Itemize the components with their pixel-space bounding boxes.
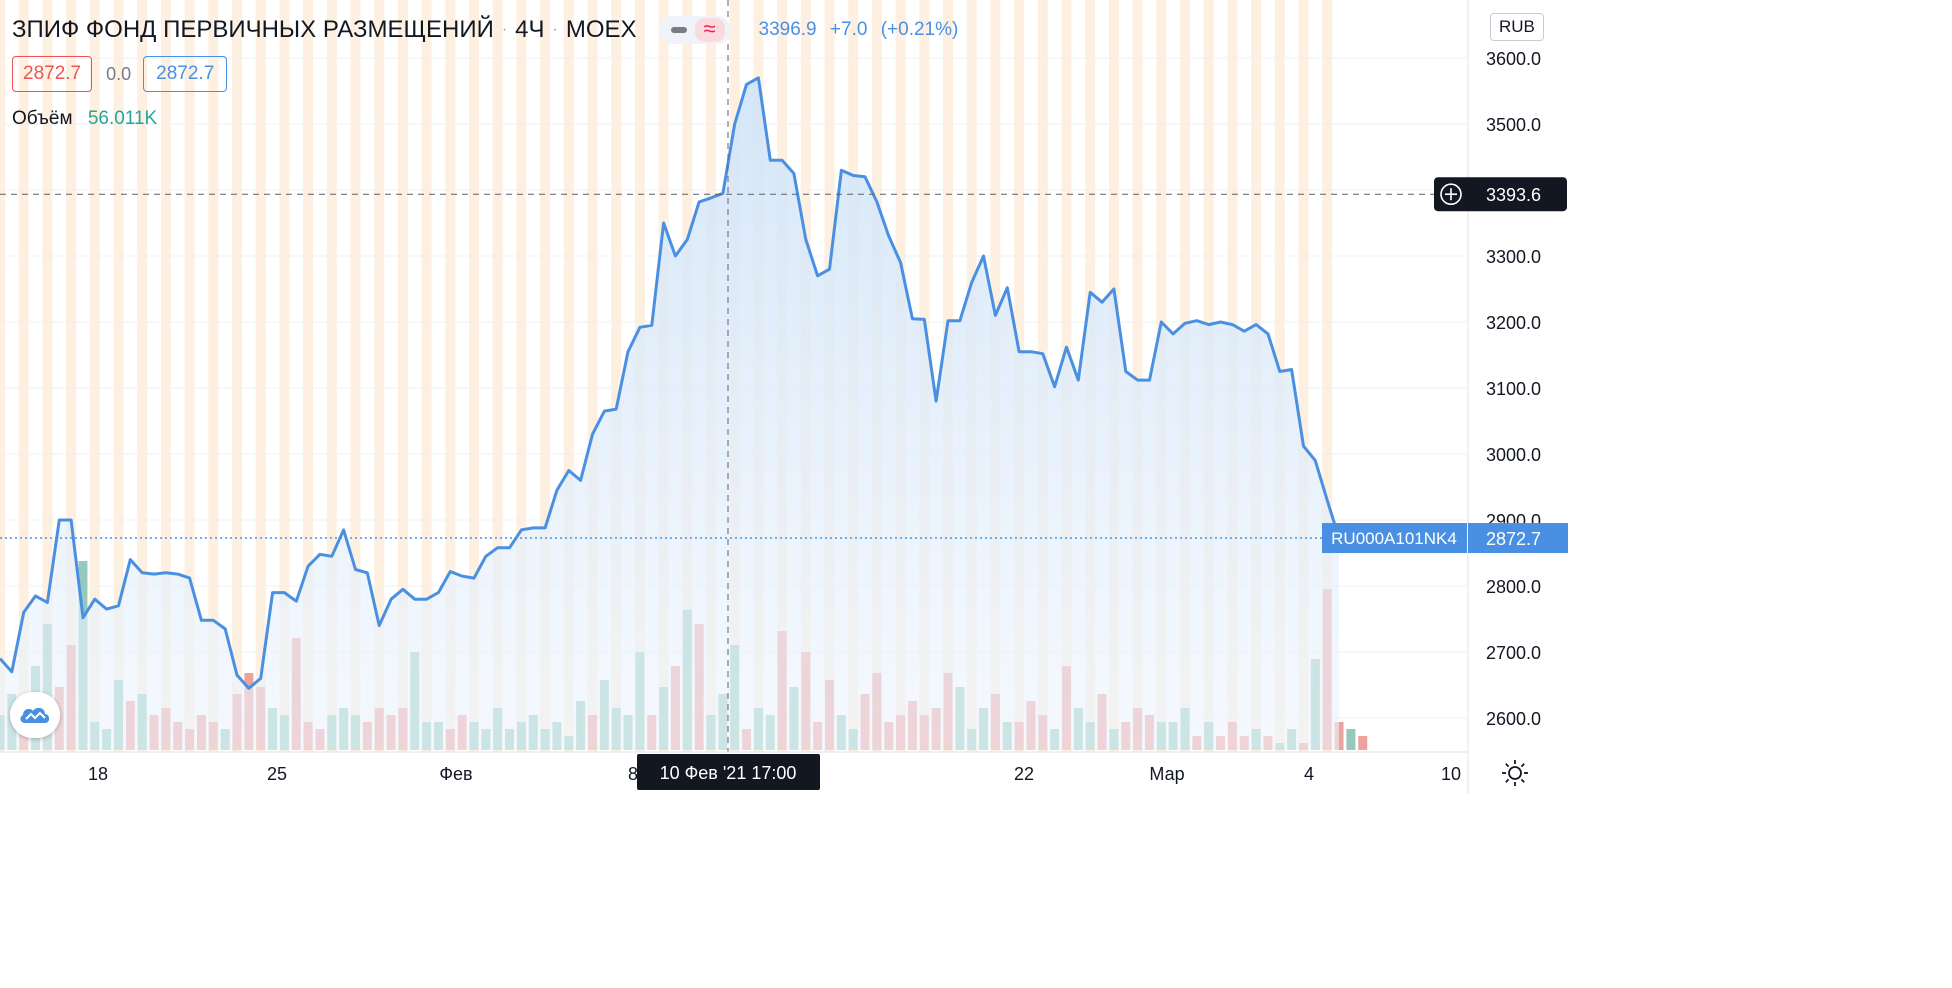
session-band: [137, 0, 148, 752]
session-band: [1298, 0, 1309, 752]
last-price-label: 2872.7: [1486, 529, 1541, 549]
separator: ·: [552, 21, 558, 38]
crosshair: [0, 0, 1468, 752]
volume-value: 56.011K: [87, 108, 158, 129]
session-band: [350, 0, 361, 752]
price-area-fill: [0, 77, 1339, 751]
session-band: [303, 0, 314, 752]
price-scale-bg: [1468, 0, 1568, 794]
session-band: [208, 0, 219, 752]
session-band: [540, 0, 551, 752]
volume-bar: [1334, 722, 1344, 750]
session-band: [279, 0, 290, 752]
gear-icon[interactable]: [1500, 758, 1530, 788]
volume-bar: [1346, 729, 1356, 750]
chart-area[interactable]: 2600.02700.02800.02900.03000.03100.03200…: [0, 0, 1568, 794]
price-box-blue[interactable]: 2872.7: [143, 56, 228, 92]
session-band: [445, 0, 456, 752]
x-tick-label: 8: [628, 764, 638, 784]
y-tick-label: 2800.0: [1486, 577, 1541, 597]
session-band: [1322, 0, 1333, 752]
exchange-label: MOEX: [565, 16, 637, 43]
symbol-tag: RU000A101NK4: [1331, 529, 1457, 548]
y-tick-label: 2600.0: [1486, 709, 1541, 729]
session-band: [42, 0, 53, 752]
approx-icon[interactable]: ≈: [694, 18, 725, 42]
x-tick-label: 22: [1014, 764, 1034, 784]
session-band: [89, 0, 100, 752]
x-tick-label: Мар: [1149, 764, 1184, 784]
session-band: [492, 0, 503, 752]
session-band: [184, 0, 195, 752]
symbol-title[interactable]: ЗПИФ ФОНД ПЕРВИЧНЫХ РАЗМЕЩЕНИЙ: [12, 16, 494, 43]
volume-legend: Объём 56.011K: [12, 108, 966, 130]
x-tick-label: 25: [267, 764, 287, 784]
last-price-label-bg: [1468, 523, 1568, 554]
crosshair-change-pct: (+0.21%): [880, 19, 959, 40]
currency-button[interactable]: RUB: [1490, 13, 1544, 41]
x-tick-label: 18: [88, 764, 108, 784]
volume-label: Объём: [12, 108, 73, 129]
interval-label[interactable]: 4Ч: [515, 16, 545, 43]
session-band: [255, 0, 266, 752]
session-band: [160, 0, 171, 752]
session-band: [113, 0, 124, 752]
session-band: [66, 0, 77, 752]
price-line: [0, 76, 1341, 690]
session-band: [326, 0, 337, 752]
zero-value: 0.0: [106, 63, 132, 84]
session-band: [587, 0, 598, 752]
session-band: [516, 0, 527, 752]
y-tick-label: 2700.0: [1486, 643, 1541, 663]
separator: ·: [501, 21, 508, 38]
x-tick-label: Фев: [439, 764, 472, 784]
session-band: [0, 0, 5, 752]
time-axis: 18 25 Фев 8 22 Мар 4 10: [88, 764, 1461, 784]
axis-labels: 3393.6 RU000A101NK4 2872.7 10 Фев '21 17:00: [637, 177, 1568, 790]
crosshair-change: +7.0: [829, 19, 868, 40]
crosshair-info: 3396.9 +7.0 (+0.21%): [759, 19, 967, 41]
y-tick-label: 3500.0: [1486, 115, 1541, 135]
session-band: [469, 0, 479, 752]
y-tick-label: 3300.0: [1486, 247, 1541, 267]
session-band: [1132, 0, 1143, 752]
session-band: [374, 0, 385, 752]
crosshair-price-label: 3393.6: [1486, 185, 1541, 205]
cloud-logo-icon[interactable]: [10, 692, 60, 738]
y-tick-label: 3200.0: [1486, 313, 1541, 333]
session-band: [563, 0, 574, 752]
session-band: [397, 0, 408, 752]
crosshair-time-label: 10 Фев '21 17:00: [660, 763, 797, 783]
session-band: [421, 0, 432, 752]
y-tick-label: 3600.0: [1486, 49, 1541, 69]
x-tick-label: 4: [1304, 764, 1314, 784]
session-band: [18, 0, 29, 752]
volume-bar: [1358, 736, 1368, 750]
legend: ЗПИФ ФОНД ПЕРВИЧНЫХ РАЗМЕЩЕНИЙ · 4Ч · MO…: [12, 14, 966, 130]
mode-toggle[interactable]: ≈: [658, 16, 731, 44]
crosshair-price-label-bg: [1434, 177, 1567, 212]
crosshair-time-label-bg: [637, 754, 820, 790]
crosshair-price: 3396.9: [758, 19, 817, 40]
minus-icon[interactable]: [670, 27, 687, 33]
session-band: [611, 0, 622, 752]
session-band: [232, 0, 242, 752]
symbol-tag-bg: [1322, 523, 1467, 554]
plus-circle-icon[interactable]: [1440, 183, 1462, 206]
y-tick-label: 3000.0: [1486, 445, 1541, 465]
price-box-red[interactable]: 2872.7: [12, 56, 93, 92]
x-tick-label: 10: [1441, 764, 1461, 784]
y-tick-label: 3100.0: [1486, 379, 1541, 399]
